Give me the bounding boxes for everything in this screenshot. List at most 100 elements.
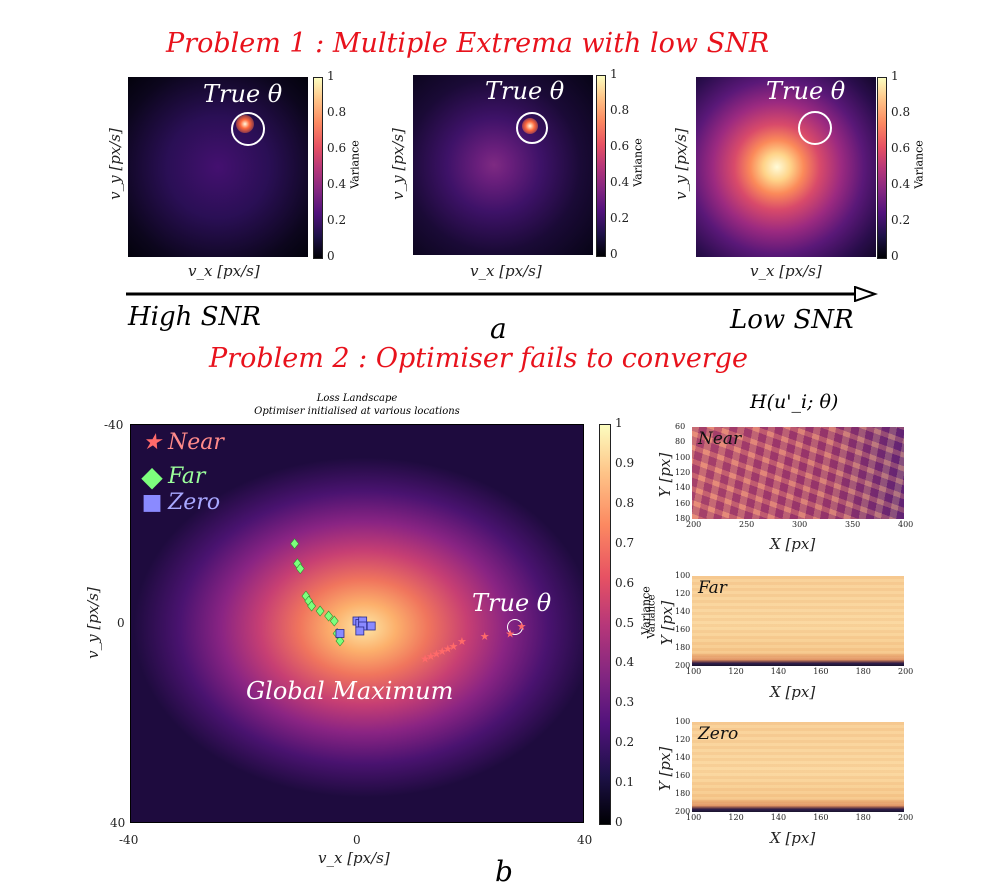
cbar-tick: 0.6 bbox=[891, 141, 911, 155]
cbar-tick: 0.2 bbox=[327, 213, 347, 227]
xtick: 160 bbox=[813, 813, 829, 822]
panel-letter-a: a bbox=[490, 312, 507, 345]
p1-heatmap-1 bbox=[128, 77, 308, 257]
far-point bbox=[324, 610, 334, 622]
colorbar-1 bbox=[313, 77, 323, 259]
near-point: ★ bbox=[457, 635, 467, 648]
cbar-tick: 0.7 bbox=[615, 535, 635, 550]
ytick: 100 bbox=[675, 571, 691, 580]
h-title: H(u'_i; θ) bbox=[750, 391, 839, 413]
true-theta-annotation: True θ bbox=[472, 589, 552, 617]
near-point: ★ bbox=[480, 630, 490, 643]
ylabel: v_y [px/s] bbox=[84, 587, 102, 659]
ylabel: Y [px] bbox=[656, 746, 674, 792]
low-snr-label: Low SNR bbox=[730, 305, 854, 335]
ylabel: Y [px] bbox=[658, 600, 676, 646]
zero-point bbox=[355, 626, 365, 636]
zero-label: Zero bbox=[698, 724, 739, 744]
zero-image bbox=[692, 722, 904, 812]
far-point bbox=[329, 615, 339, 627]
ytick: 0 bbox=[117, 616, 125, 630]
p1-heatmap-2 bbox=[413, 75, 593, 255]
ytick: 180 bbox=[675, 643, 691, 652]
colorbar-2 bbox=[596, 75, 606, 257]
xtick: 200 bbox=[686, 520, 702, 529]
near-point: ★ bbox=[420, 652, 430, 665]
cbar-tick: 0.2 bbox=[615, 735, 635, 750]
near-point: ★ bbox=[449, 640, 459, 653]
cbar-tick: 0.8 bbox=[327, 105, 347, 119]
zero-point bbox=[366, 621, 376, 631]
xtick: 200 bbox=[898, 813, 914, 822]
loss-colorbar bbox=[599, 424, 611, 825]
xtick: 300 bbox=[792, 520, 808, 529]
square-icon: ■ bbox=[141, 490, 163, 515]
far-image bbox=[692, 576, 904, 666]
true-theta-label-2: True θ bbox=[485, 77, 565, 105]
cbar-tick: 0.3 bbox=[615, 695, 635, 710]
xtick: 100 bbox=[686, 813, 702, 822]
xtick: -40 bbox=[119, 833, 139, 847]
xtick: 160 bbox=[813, 667, 829, 676]
xtick: 250 bbox=[739, 520, 755, 529]
xtick: 120 bbox=[728, 813, 744, 822]
near-point: ★ bbox=[505, 627, 515, 640]
xlabel: X [px] bbox=[770, 829, 816, 847]
xtick: 200 bbox=[898, 667, 914, 676]
high-snr-label: High SNR bbox=[128, 302, 261, 332]
xlabel: v_x [px/s] bbox=[750, 262, 822, 280]
ytick: 120 bbox=[675, 735, 691, 744]
xtick: 40 bbox=[577, 833, 593, 847]
far-point bbox=[307, 600, 316, 612]
axis-frame bbox=[130, 424, 584, 823]
xtick: 140 bbox=[770, 667, 787, 676]
xtick: 0 bbox=[353, 833, 361, 847]
chart-title: Loss Landscape bbox=[316, 393, 398, 404]
cbar-tick: 1 bbox=[615, 416, 623, 430]
cbar-tick: 1 bbox=[610, 67, 618, 81]
ytick: 160 bbox=[675, 498, 691, 508]
colorbar-label: Variance bbox=[631, 138, 645, 187]
cbar-tick: 0.4 bbox=[615, 655, 635, 670]
xtick: 100 bbox=[686, 667, 702, 676]
xtick: 400 bbox=[898, 520, 914, 529]
ytick: -40 bbox=[104, 418, 124, 432]
cbar-tick: 0.1 bbox=[615, 775, 635, 790]
cbar-tick: 0.8 bbox=[615, 495, 635, 510]
far-point bbox=[290, 538, 299, 550]
ylabel: v_y [px/s] bbox=[106, 128, 124, 200]
ylabel: v_y [px/s] bbox=[389, 128, 407, 200]
far-point bbox=[295, 563, 305, 575]
true-theta-circle bbox=[231, 112, 265, 146]
ylabel: Y [px] bbox=[656, 452, 674, 498]
p1-heatmap-3 bbox=[696, 77, 876, 257]
near-point: ★ bbox=[432, 647, 442, 660]
xtick: 120 bbox=[728, 667, 744, 676]
cbar-tick: 1 bbox=[891, 69, 899, 83]
legend-far: ◆ Far bbox=[140, 460, 205, 493]
colorbar-3 bbox=[877, 77, 887, 259]
ytick: 60 bbox=[675, 422, 686, 431]
cbar-tick: 0.8 bbox=[891, 105, 911, 119]
legend-label: Far bbox=[168, 464, 206, 489]
far-point bbox=[335, 635, 345, 647]
ytick: 180 bbox=[675, 514, 691, 523]
xlabel: v_x [px/s] bbox=[188, 262, 260, 280]
near-point: ★ bbox=[426, 650, 436, 663]
xlabel: X [px] bbox=[770, 683, 816, 701]
true-theta-circle bbox=[507, 619, 523, 635]
far-label: Far bbox=[698, 578, 727, 598]
cbar-tick: 0.2 bbox=[891, 213, 911, 227]
true-theta-label-1: True θ bbox=[203, 80, 283, 108]
ytick: 100 bbox=[675, 717, 691, 726]
near-image bbox=[692, 427, 904, 519]
true-theta-label-3: True θ bbox=[766, 77, 846, 105]
ytick: 80 bbox=[675, 437, 686, 447]
xlabel: X [px] bbox=[770, 535, 816, 553]
cbar-tick: 0.2 bbox=[610, 211, 630, 225]
loss-landscape-plot: ★★★★★★★★★★ bbox=[130, 424, 584, 823]
diamond-icon: ◆ bbox=[141, 460, 163, 493]
problem2-title: Problem 2 : Optimiser fails to converge bbox=[209, 343, 748, 374]
xtick: 350 bbox=[845, 520, 861, 529]
xtick: 180 bbox=[855, 667, 871, 676]
